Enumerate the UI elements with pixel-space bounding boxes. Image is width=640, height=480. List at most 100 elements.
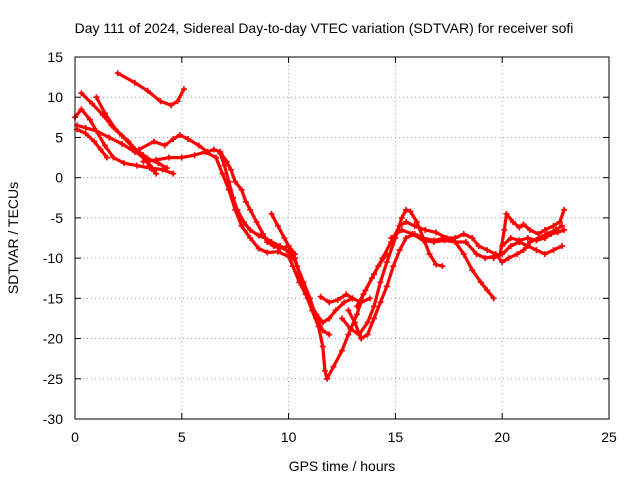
data-point-marker: [347, 325, 354, 332]
data-point-marker: [524, 235, 531, 241]
data-point-marker: [541, 235, 548, 241]
data-point-marker: [484, 247, 491, 254]
data-point-marker: [520, 221, 527, 228]
data-point-marker: [101, 110, 108, 117]
data-point-marker: [112, 126, 119, 133]
data-point-marker: [93, 128, 100, 135]
data-point-marker: [550, 247, 557, 254]
data-point-marker: [490, 255, 497, 262]
data-point-marker: [159, 166, 166, 173]
data-point-marker: [225, 178, 232, 185]
data-point-marker: [240, 218, 247, 225]
data-point-marker: [432, 229, 439, 236]
plot-frame: [74, 56, 610, 420]
data-point-marker: [324, 375, 331, 382]
data-point-marker: [78, 90, 85, 97]
data-point-marker: [482, 255, 489, 262]
data-point-marker: [541, 226, 548, 233]
x-tick-label: 20: [494, 429, 510, 445]
data-point-marker: [377, 279, 384, 286]
data-point-marker: [106, 134, 113, 141]
data-point-marker: [157, 98, 164, 105]
data-point-marker: [507, 235, 514, 241]
data-point-marker: [505, 255, 512, 262]
data-point-marker: [170, 170, 177, 177]
data-point-marker: [144, 87, 151, 94]
series-track-o: [355, 220, 564, 308]
data-point-marker: [180, 86, 187, 93]
data-point-marker: [321, 367, 328, 374]
data-point-marker: [430, 239, 437, 246]
data-point-marker: [247, 226, 254, 233]
data-point-marker: [219, 170, 226, 177]
data-point-marker: [287, 247, 294, 254]
data-point-marker: [559, 243, 566, 250]
data-point-marker: [516, 224, 523, 231]
x-tick-label: 5: [178, 429, 186, 445]
data-point-marker: [501, 226, 508, 233]
data-point-marker: [334, 296, 341, 303]
series-track-g: [137, 133, 297, 256]
data-point-marker: [398, 214, 405, 221]
data-point-marker: [332, 307, 339, 314]
data-point-marker: [426, 251, 433, 258]
data-point-marker: [339, 315, 345, 322]
data-point-marker: [351, 319, 358, 326]
data-point-marker: [292, 255, 299, 262]
data-point-marker: [503, 210, 510, 217]
data-point-marker: [420, 237, 427, 244]
data-point-marker: [238, 186, 245, 193]
data-point-marker: [227, 166, 234, 173]
data-point-marker: [93, 94, 100, 101]
data-point-marker: [326, 331, 333, 338]
y-tick-label: -25: [43, 371, 63, 387]
y-tick-label: -15: [43, 290, 63, 306]
data-point-marker: [274, 222, 281, 229]
data-point-marker: [561, 226, 568, 233]
data-point-marker: [82, 124, 89, 131]
data-point-marker: [247, 206, 254, 213]
data-point-marker: [345, 307, 352, 314]
data-point-marker: [133, 162, 140, 169]
data-point-marker: [548, 230, 555, 237]
data-point-marker: [268, 239, 275, 246]
data-point-marker: [362, 287, 369, 294]
data-point-marker: [499, 259, 506, 266]
data-point-marker: [326, 299, 333, 306]
data-point-marker: [371, 315, 378, 322]
data-point-marker: [388, 235, 395, 241]
y-axis-label: SDTVAR / TECUs: [5, 182, 21, 294]
data-point-marker: [383, 283, 390, 290]
data-point-marker: [339, 347, 345, 354]
data-point-marker: [379, 255, 386, 262]
data-point-marker: [469, 235, 476, 241]
data-point-marker: [163, 165, 170, 172]
data-point-marker: [353, 311, 360, 318]
data-point-marker: [191, 152, 198, 159]
data-point-marker: [452, 239, 459, 246]
x-tick-label: 0: [71, 429, 79, 445]
data-point-marker: [526, 226, 533, 233]
data-point-marker: [247, 235, 254, 241]
data-point-marker: [499, 243, 506, 250]
data-point-marker: [396, 247, 403, 254]
data-point-marker: [178, 154, 185, 161]
data-point-marker: [221, 162, 228, 169]
data-point-marker: [195, 142, 202, 149]
data-point-marker: [533, 247, 540, 254]
data-point-marker: [477, 279, 484, 286]
data-point-marker: [268, 210, 275, 217]
data-point-marker: [264, 249, 271, 256]
data-point-marker: [524, 243, 531, 250]
data-point-marker: [97, 146, 104, 153]
y-tick-label: 10: [47, 89, 63, 105]
data-point-marker: [541, 251, 548, 258]
data-point-marker: [104, 154, 111, 161]
data-point-marker: [554, 229, 561, 236]
data-point-marker: [403, 206, 410, 213]
y-tick-label: -30: [43, 411, 63, 427]
data-point-marker: [507, 243, 514, 250]
data-point-marker: [514, 251, 521, 258]
data-point-marker: [89, 100, 96, 107]
